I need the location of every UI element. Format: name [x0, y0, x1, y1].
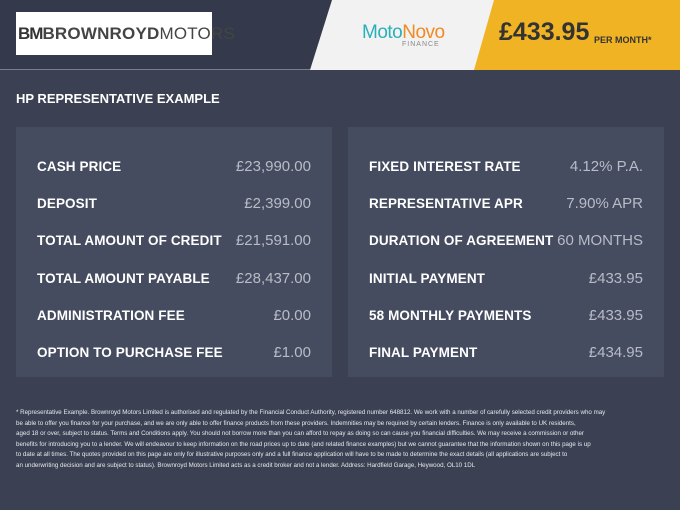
row-label: OPTION TO PURCHASE FEE: [37, 345, 223, 361]
section-title: HP REPRESENTATIVE EXAMPLE: [16, 91, 220, 106]
row-label: 58 MONTHLY PAYMENTS: [369, 307, 532, 323]
finance-row: TOTAL AMOUNT OF CREDIT £21,591.00: [37, 222, 311, 259]
row-value: £0.00: [273, 306, 311, 324]
finance-row: FINAL PAYMENT £434.95: [369, 334, 643, 371]
row-label: FIXED INTEREST RATE: [369, 159, 521, 175]
row-label: FINAL PAYMENT: [369, 345, 478, 361]
row-label: ADMINISTRATION FEE: [37, 307, 185, 323]
row-label: TOTAL AMOUNT PAYABLE: [37, 270, 210, 286]
row-value: £434.95: [588, 344, 643, 362]
per-month-label: PER MONTH*: [594, 35, 652, 45]
disclaimer-line: benefits for introducing you to a lender…: [16, 440, 591, 448]
finance-row: INITIAL PAYMENT £433.95: [369, 260, 643, 297]
row-value: £23,990.00: [235, 158, 311, 176]
finance-row: DURATION OF AGREEMENT 60 MONTHS: [369, 222, 643, 259]
row-value: £433.95: [588, 269, 643, 287]
price-background: [474, 0, 680, 70]
row-value: £28,437.00: [235, 269, 311, 287]
row-value: 7.90% APR: [566, 195, 643, 213]
finance-row: TOTAL AMOUNT PAYABLE £28,437.00: [37, 260, 311, 297]
row-value: 4.12% P.A.: [569, 158, 643, 176]
row-label: TOTAL AMOUNT OF CREDIT: [37, 233, 222, 249]
row-value: £433.95: [588, 306, 643, 324]
row-value: £2,399.00: [244, 195, 311, 213]
finance-row: DEPOSIT £2,399.00: [37, 185, 311, 222]
row-label: DURATION OF AGREEMENT: [369, 233, 554, 249]
lender-background: [310, 0, 510, 70]
finance-row: REPRESENTATIVE APR 7.90% APR: [369, 185, 643, 222]
row-label: DEPOSIT: [37, 196, 97, 212]
logo-mark: BM: [18, 23, 43, 43]
monthly-price: £433.95: [499, 18, 590, 46]
left-panel: CASH PRICE £23,990.00 DEPOSIT £2,399.00 TOTA…: [16, 127, 332, 377]
row-label: INITIAL PAYMENT: [369, 270, 486, 286]
disclaimer-line: to date at all times. The quotes provide…: [16, 451, 568, 459]
lender-logo: MotoNovo: [362, 22, 445, 43]
disclaimer-line: aged 18 or over, subject to status. Term…: [16, 430, 584, 438]
header: BM BROWNROYDMOTORS MotoNovo FINANCE £433…: [0, 0, 680, 70]
logo-brand: BROWNROYDMOTORS: [42, 23, 235, 43]
disclaimer-line: be able to offer you finance for your pu…: [16, 419, 576, 427]
disclaimer-line: an underwriting decision and are subject…: [16, 461, 476, 469]
disclaimer: * Representative Example. Brownroyd Moto…: [16, 408, 666, 472]
row-value: £1.00: [273, 344, 311, 362]
finance-row: 58 MONTHLY PAYMENTS £433.95: [369, 297, 643, 334]
row-label: REPRESENTATIVE APR: [369, 196, 523, 212]
dealer-logo[interactable]: BM BROWNROYDMOTORS: [16, 12, 235, 55]
finance-row: ADMINISTRATION FEE £0.00: [37, 297, 311, 334]
row-value: 60 MONTHS: [557, 232, 643, 250]
finance-row: OPTION TO PURCHASE FEE £1.00: [37, 334, 311, 371]
lender-logo-sub: FINANCE: [402, 41, 440, 48]
finance-row: FIXED INTEREST RATE 4.12% P.A.: [369, 148, 643, 185]
disclaimer-line: * Representative Example. Brownroyd Moto…: [16, 409, 606, 416]
row-label: CASH PRICE: [37, 159, 122, 175]
right-panel: FIXED INTEREST RATE 4.12% P.A. REPRESENTAT…: [348, 127, 664, 377]
finance-row: CASH PRICE £23,990.00: [37, 148, 311, 185]
row-value: £21,591.00: [235, 232, 311, 250]
